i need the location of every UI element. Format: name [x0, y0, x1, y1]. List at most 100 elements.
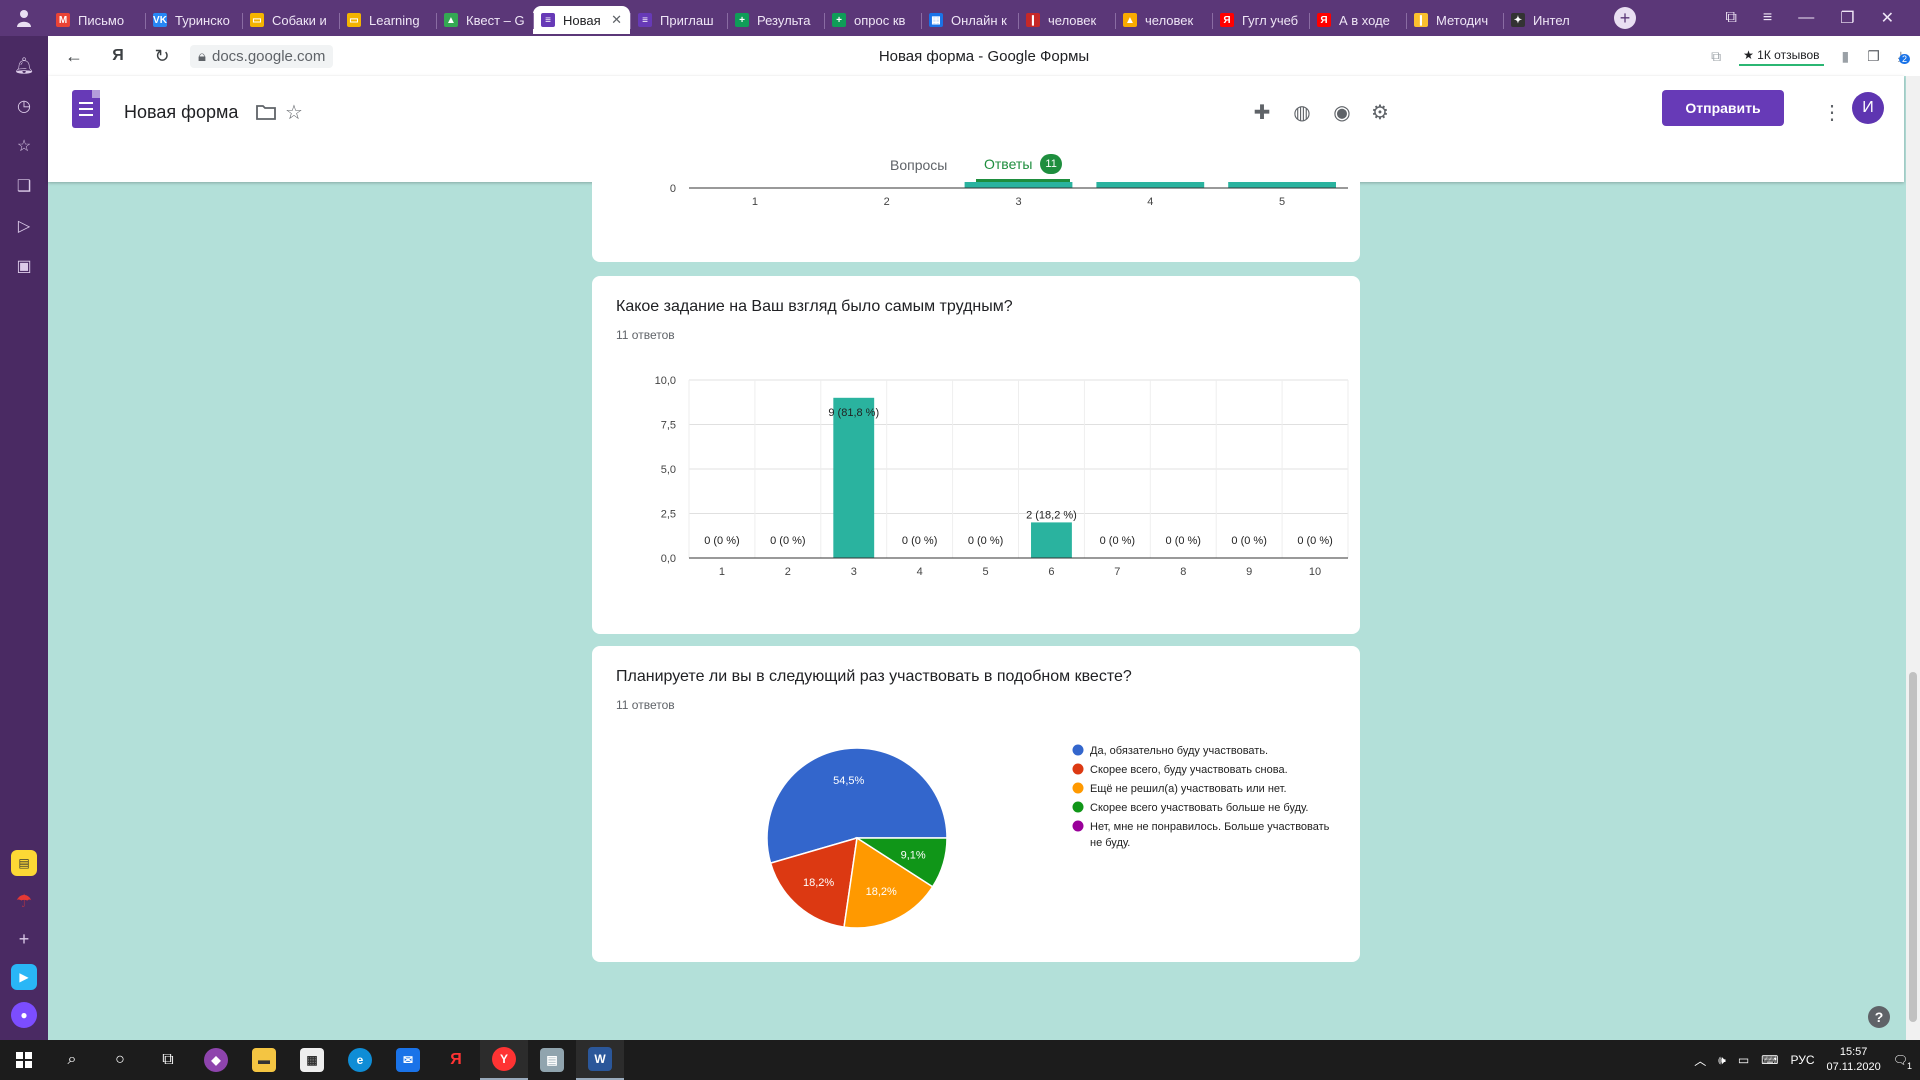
- browser-tab[interactable]: ▦ Онлайн к: [921, 6, 1018, 34]
- word-icon[interactable]: W: [576, 1040, 624, 1080]
- browser-tab[interactable]: ▲ человек: [1115, 6, 1212, 34]
- folder-icon[interactable]: [254, 100, 278, 124]
- edge-icon[interactable]: e: [336, 1040, 384, 1080]
- history-icon[interactable]: ◷: [17, 98, 31, 115]
- help-icon[interactable]: ?: [1868, 1006, 1890, 1028]
- volume-icon[interactable]: 🕪︎: [1718, 1052, 1726, 1067]
- preview-eye-icon[interactable]: ◉: [1333, 101, 1351, 124]
- browser-tab[interactable]: M Письмо: [48, 6, 145, 34]
- legend-label: Скорее всего участвовать больше не буду.: [1090, 802, 1308, 814]
- data-label: 0 (0 %): [1100, 535, 1135, 547]
- star-icon[interactable]: ☆: [285, 101, 303, 124]
- browser-tab[interactable]: VK Туринско: [145, 6, 242, 34]
- close-window-icon[interactable]: ✕: [1880, 10, 1894, 27]
- url-field[interactable]: 🔒︎ docs.google.com: [190, 44, 334, 68]
- browser-tab[interactable]: ❙ Методич: [1406, 6, 1503, 34]
- network-icon[interactable]: ▭: [1737, 1053, 1750, 1067]
- clock[interactable]: 15:57 07.11.2020: [1827, 1045, 1881, 1075]
- maximize-icon[interactable]: ❐: [1840, 10, 1855, 27]
- bell-icon[interactable]: 🔔︎: [13, 58, 35, 75]
- collections-toolbar-icon[interactable]: ❐: [1867, 47, 1880, 64]
- question-title: Какое задание на Ваш взгляд было самым т…: [616, 298, 1013, 315]
- palette-icon[interactable]: ◍: [1293, 101, 1311, 124]
- browser-tab-title: Приглаш: [660, 12, 714, 28]
- bar[interactable]: [1031, 522, 1072, 558]
- pie-slice[interactable]: [766, 747, 948, 865]
- browser-tab[interactable]: ▭ Learning: [339, 6, 436, 34]
- calendar-icon: ▦: [929, 13, 943, 27]
- browser-tab[interactable]: Я А в ходе: [1309, 6, 1406, 34]
- browser-tab[interactable]: ▭ Собаки и: [242, 6, 339, 34]
- profile-icon[interactable]: [0, 0, 48, 36]
- browser-tab[interactable]: ≡ Приглаш: [630, 6, 727, 34]
- tab-manager-icon[interactable]: ⧉: [1725, 9, 1737, 26]
- slice-label: 18,2%: [803, 877, 834, 889]
- pie-slice[interactable]: [769, 836, 858, 928]
- settings-gear-icon[interactable]: ⚙: [1371, 101, 1389, 124]
- browser-tab-title: Learning: [369, 12, 420, 28]
- x-tick-label: 3: [851, 566, 857, 578]
- network-app-icon[interactable]: ▤: [528, 1040, 576, 1080]
- browser-tab-title: человек: [1048, 12, 1097, 28]
- avatar[interactable]: И: [1852, 92, 1884, 124]
- browser-tab[interactable]: ≡ Новая ✕: [533, 6, 630, 34]
- browser-tab[interactable]: ✦ Интел: [1503, 6, 1600, 34]
- data-label: 0 (0 %): [1231, 535, 1266, 547]
- file-explorer-icon[interactable]: ▬: [240, 1040, 288, 1080]
- send-button[interactable]: Отправить: [1662, 90, 1784, 126]
- pie-slice[interactable]: [843, 836, 934, 929]
- browser-tab[interactable]: + Результа: [727, 6, 824, 34]
- cortana-icon[interactable]: ○: [115, 1051, 125, 1068]
- scrollbar[interactable]: [1906, 76, 1920, 1040]
- tray-chevron-icon[interactable]: ︿: [1694, 1053, 1707, 1068]
- language-indicator[interactable]: РУС: [1790, 1053, 1815, 1067]
- pie-slice[interactable]: [854, 837, 948, 888]
- bookmarks-star-icon[interactable]: ☆: [16, 138, 32, 155]
- reload-icon[interactable]: ↻: [154, 45, 170, 66]
- browser-tab[interactable]: ▲ Квест – G: [436, 6, 533, 34]
- add-app-icon[interactable]: +: [18, 928, 30, 949]
- task-view-icon[interactable]: ⧉: [162, 1051, 174, 1068]
- forms-logo-icon[interactable]: [72, 90, 100, 128]
- minimize-icon[interactable]: —: [1798, 9, 1815, 26]
- notifications-icon[interactable]: 🗨︎ 1: [1892, 1053, 1912, 1071]
- close-tab-icon[interactable]: ✕: [611, 12, 622, 27]
- previous-chart: 0 1 2 3 4 5: [670, 182, 1348, 208]
- bookmark-icon[interactable]: ▮: [1841, 47, 1850, 64]
- alice-assistant-icon[interactable]: ●: [11, 1002, 37, 1028]
- copy-link-icon[interactable]: ⧉: [1711, 47, 1722, 64]
- mail-icon[interactable]: ✉: [384, 1040, 432, 1080]
- browser-tab-title: Гугл учеб: [1242, 12, 1299, 28]
- yandex-home-icon[interactable]: Я: [112, 47, 124, 64]
- messenger-app-icon[interactable]: ▶: [11, 964, 37, 990]
- browser-tab[interactable]: ❙ человек: [1018, 6, 1115, 34]
- browser-tab-title: Результа: [757, 12, 811, 28]
- x-tick-label: 5: [1279, 196, 1285, 208]
- windows-start-icon[interactable]: [0, 1040, 48, 1080]
- play-icon[interactable]: ▷: [17, 218, 31, 235]
- alice-taskbar-icon[interactable]: ◆: [192, 1040, 240, 1080]
- browser-tab[interactable]: + опрос кв: [824, 6, 921, 34]
- new-tab-button[interactable]: +: [1614, 7, 1636, 29]
- keyboard-icon[interactable]: ⌨: [1761, 1053, 1779, 1067]
- market-app-icon[interactable]: ▤: [11, 850, 37, 876]
- reviews-badge[interactable]: ★ 1К отзывов: [1739, 46, 1824, 66]
- calendar-day-icon[interactable]: ▣: [16, 258, 32, 275]
- store-icon[interactable]: ▦: [288, 1040, 336, 1080]
- form-name[interactable]: Новая форма: [124, 102, 239, 122]
- scrollbar-thumb[interactable]: [1909, 672, 1917, 1022]
- addons-puzzle-icon[interactable]: ✚: [1253, 101, 1271, 124]
- tab-responses[interactable]: Ответы 11: [976, 148, 1070, 182]
- yandex-taskbar-icon[interactable]: Я: [450, 1051, 462, 1068]
- menu-icon[interactable]: ≡: [1762, 9, 1773, 26]
- browser-tab[interactable]: Я Гугл учеб: [1212, 6, 1309, 34]
- umbrella-icon[interactable]: ☂: [15, 890, 33, 911]
- tab-questions[interactable]: Вопросы: [890, 148, 947, 182]
- search-icon[interactable]: ⌕: [67, 1051, 77, 1068]
- downloads-icon[interactable]: ⤓2: [1898, 48, 1910, 65]
- collections-icon[interactable]: ❑: [16, 178, 32, 195]
- back-icon[interactable]: ←: [65, 45, 83, 66]
- yandex-browser-icon[interactable]: Y: [480, 1040, 528, 1080]
- bar[interactable]: [833, 397, 875, 558]
- more-vert-icon[interactable]: ⋮: [1822, 101, 1842, 124]
